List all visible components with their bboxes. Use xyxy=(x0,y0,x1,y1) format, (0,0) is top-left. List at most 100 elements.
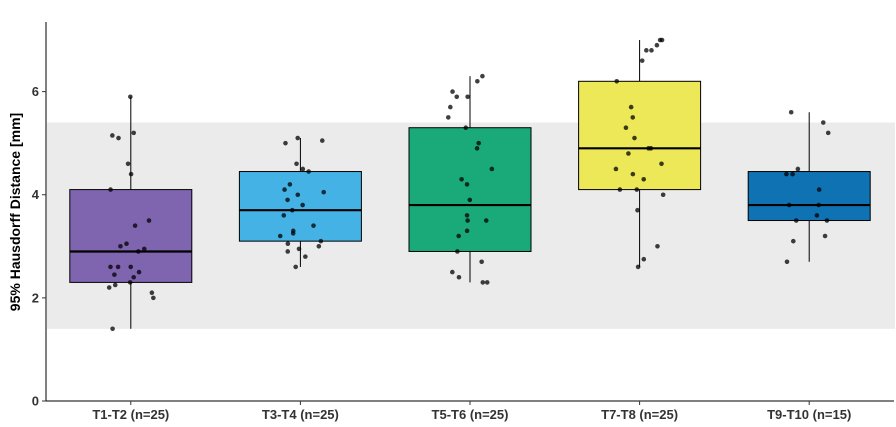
data-point xyxy=(282,187,287,192)
data-point xyxy=(300,202,305,208)
data-point xyxy=(285,249,291,254)
data-point xyxy=(464,182,470,187)
data-point xyxy=(128,264,134,270)
data-point xyxy=(790,238,796,244)
data-point xyxy=(283,140,288,146)
data-point xyxy=(790,171,795,177)
x-tick-label: T9-T10 (n=15) xyxy=(767,407,851,422)
data-point xyxy=(479,259,484,265)
data-point xyxy=(795,166,801,172)
y-tick-label: 2 xyxy=(32,290,39,305)
data-point xyxy=(825,130,831,136)
data-point xyxy=(450,89,455,94)
data-point xyxy=(300,166,306,172)
data-point xyxy=(630,171,636,177)
data-point xyxy=(467,197,473,203)
data-point xyxy=(824,218,830,223)
box-group-2 xyxy=(238,138,362,267)
data-point xyxy=(318,238,324,244)
data-point xyxy=(142,246,147,252)
data-point xyxy=(454,94,460,100)
data-point xyxy=(613,166,619,172)
y-tick-label: 4 xyxy=(32,187,40,202)
data-point xyxy=(108,264,113,270)
data-point xyxy=(654,42,660,48)
data-point xyxy=(285,197,290,203)
data-point xyxy=(131,130,137,136)
data-point xyxy=(116,135,121,141)
data-point xyxy=(644,48,649,53)
data-point xyxy=(136,249,141,254)
data-point xyxy=(136,269,142,275)
data-point xyxy=(319,138,325,143)
data-point xyxy=(463,125,469,131)
axis-layer: 0 2 4 6 T1-T2 (n=25) T3-T4 (n=25) T5-T6 (n=25)… xyxy=(32,22,894,422)
data-point xyxy=(293,264,298,270)
data-point xyxy=(484,280,490,285)
data-point xyxy=(112,282,118,288)
data-point xyxy=(146,218,152,223)
data-point xyxy=(630,115,636,120)
data-point xyxy=(464,228,470,234)
data-point xyxy=(655,244,660,249)
data-point xyxy=(614,78,620,84)
data-point xyxy=(635,207,640,213)
data-point xyxy=(632,135,637,141)
box-iqr xyxy=(408,127,532,252)
data-point xyxy=(489,166,495,172)
data-point xyxy=(316,244,322,249)
data-point xyxy=(311,223,316,228)
data-point xyxy=(648,146,654,151)
data-point xyxy=(816,202,821,208)
data-point xyxy=(277,233,283,239)
y-tick-label: 6 xyxy=(32,84,39,99)
data-point xyxy=(459,176,464,182)
y-tick-label: 0 xyxy=(32,394,39,409)
data-point xyxy=(474,146,480,151)
x-tick-label: T7-T8 (n=25) xyxy=(601,407,678,422)
data-point xyxy=(110,133,115,138)
data-point xyxy=(784,259,790,265)
y-axis-title: 95% Hausdorff Distance [mm] xyxy=(7,113,23,311)
box-group-4 xyxy=(578,40,702,267)
data-point xyxy=(786,202,792,208)
data-point xyxy=(456,233,461,239)
data-point xyxy=(445,115,451,120)
data-point xyxy=(820,120,826,125)
data-point xyxy=(110,326,115,332)
data-point xyxy=(480,73,485,79)
data-point xyxy=(465,218,470,223)
data-point xyxy=(788,109,794,115)
data-point xyxy=(635,264,641,270)
data-point xyxy=(641,256,647,262)
data-point xyxy=(106,285,112,290)
data-point xyxy=(660,192,666,198)
data-point xyxy=(290,231,296,236)
box-group-3 xyxy=(408,76,532,283)
data-point xyxy=(793,218,799,223)
data-point xyxy=(149,290,155,296)
box-layer xyxy=(69,40,871,329)
data-point xyxy=(115,264,121,270)
data-point xyxy=(816,187,822,192)
data-point xyxy=(617,187,623,192)
data-point xyxy=(118,244,123,249)
box-iqr xyxy=(747,171,871,222)
data-point xyxy=(822,233,828,239)
box-iqr xyxy=(578,80,702,191)
data-point xyxy=(626,151,631,156)
data-point xyxy=(127,280,133,285)
data-point xyxy=(125,161,131,167)
data-point xyxy=(634,187,640,192)
data-point xyxy=(321,189,327,195)
x-tick-label: T1-T2 (n=25) xyxy=(92,407,169,422)
data-point xyxy=(295,135,301,141)
data-point xyxy=(657,37,663,43)
data-point xyxy=(465,94,470,100)
data-point xyxy=(295,192,301,198)
data-point xyxy=(294,161,299,167)
data-point xyxy=(623,125,629,131)
data-point xyxy=(132,223,138,228)
data-point xyxy=(480,280,486,285)
